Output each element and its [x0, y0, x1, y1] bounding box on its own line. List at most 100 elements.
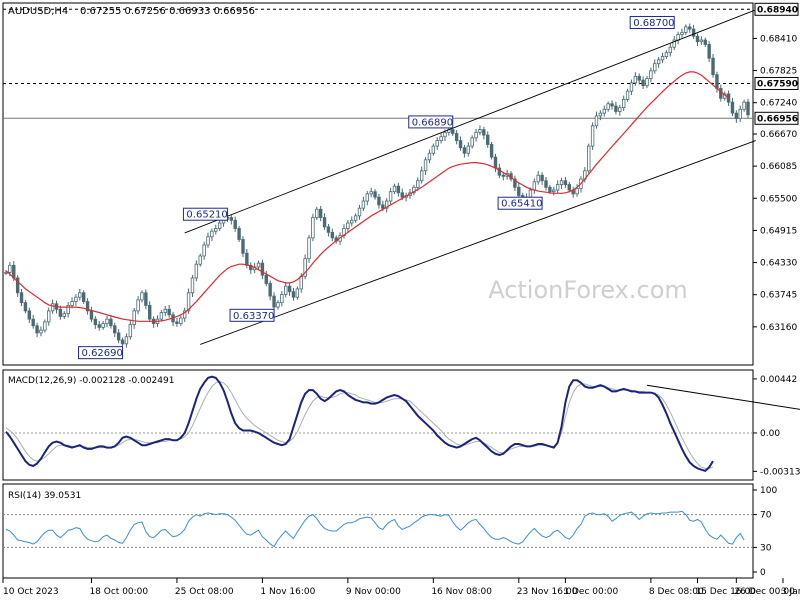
price-level-tag-label: 0.67590 [757, 79, 798, 89]
candle-body [307, 237, 311, 260]
channel-upper-line [184, 9, 756, 234]
candle-body [466, 145, 470, 154]
candle-body [85, 301, 90, 312]
macd-y-tick-label: 0.00442 [760, 375, 797, 385]
candle-body [730, 101, 735, 114]
candle-body [715, 74, 719, 89]
candle-body [664, 52, 669, 57]
candle-body [606, 103, 610, 110]
candle-body [245, 252, 249, 266]
candle-body [431, 145, 436, 154]
candle-body [237, 228, 241, 240]
candle-body [50, 303, 55, 312]
price-level-tag [754, 111, 799, 125]
candle-body [668, 46, 673, 54]
candle-body [4, 272, 8, 274]
candle-body [43, 321, 47, 331]
candle-body [470, 137, 474, 147]
candle-body [618, 107, 622, 112]
candle-body [241, 239, 245, 254]
x-tick-label: 25 Oct 08:00 [175, 587, 234, 597]
price-y-tick-label: 0.63160 [760, 323, 797, 333]
candle-body [489, 144, 494, 158]
candle-body [217, 222, 222, 229]
candle-body [27, 310, 32, 320]
x-tick-label: 23 Nov 16:00 [517, 587, 578, 597]
candle-body [412, 186, 416, 194]
candle-body [97, 324, 101, 328]
candle-body [15, 277, 20, 294]
candle-body [388, 191, 393, 202]
x-tick-label: 15 Dec 16:00 [695, 587, 756, 597]
candle-body [400, 192, 404, 198]
candle-body [548, 186, 552, 193]
candle-body [555, 184, 560, 191]
x-tick-label: 1 Dec 00:00 [563, 587, 618, 597]
candle-body [517, 186, 521, 196]
candle-body [303, 258, 307, 277]
candle-body [532, 181, 537, 191]
candle-body [377, 196, 381, 206]
rsi-y-tick-label: 0 [760, 568, 766, 578]
candle-body [482, 129, 486, 136]
candle-body [742, 101, 746, 110]
candle-body [353, 215, 358, 221]
candle-body [8, 264, 12, 273]
candle-body [299, 275, 303, 290]
macd-line [5, 375, 714, 473]
candle-body [163, 308, 167, 313]
candle-body [318, 208, 323, 218]
candle-body [454, 133, 459, 141]
candle-body [167, 308, 171, 316]
candle-body [326, 226, 331, 233]
candle-body [567, 184, 571, 191]
candle-body [649, 70, 653, 79]
candle-body [443, 131, 447, 138]
candle-body [136, 299, 140, 312]
candle-body [501, 174, 505, 177]
candle-body [536, 174, 540, 183]
candle-body [614, 105, 618, 112]
price-annotation-box [78, 346, 124, 360]
candle-body [264, 274, 268, 284]
candle-body [229, 217, 234, 221]
candle-body [311, 217, 315, 239]
price-level-tag-label: 0.68940 [757, 5, 798, 15]
candle-body [653, 63, 657, 72]
candle-body [291, 291, 296, 298]
candle-body [381, 204, 385, 209]
candle-body [81, 292, 86, 302]
candle-body [89, 310, 94, 320]
candle-body [416, 180, 420, 188]
candle-body [575, 187, 579, 195]
candle-body [186, 292, 191, 312]
candle-body [621, 98, 626, 109]
x-tick-label: 3 Jan 08:00 [781, 587, 800, 597]
rsi-panel-frame [2, 483, 754, 579]
candle-body [610, 103, 614, 107]
candle-body [458, 140, 463, 149]
candle-body [62, 313, 66, 317]
candle-body [159, 312, 164, 320]
channel-lower-line [200, 140, 756, 345]
x-tick-label: 1 Nov 16:00 [260, 587, 315, 597]
candle-body [268, 283, 272, 297]
candle-body [113, 325, 117, 334]
watermark: ActionForex.com [488, 276, 688, 304]
candle-body [641, 79, 645, 87]
price-y-tick-label: 0.63745 [760, 291, 797, 301]
rsi-label: RSI(14) 39.0531 [8, 491, 81, 501]
price-panel-frame [2, 2, 754, 366]
candle-body [93, 318, 98, 326]
candle-body [486, 134, 490, 145]
candle-body [672, 39, 676, 48]
candle-body [684, 26, 688, 33]
candle-body [703, 39, 707, 45]
candle-body [587, 145, 591, 172]
candle-body [23, 302, 28, 312]
price-annotation-box [408, 115, 454, 129]
candle-body [256, 262, 261, 268]
candle-body [396, 185, 401, 194]
